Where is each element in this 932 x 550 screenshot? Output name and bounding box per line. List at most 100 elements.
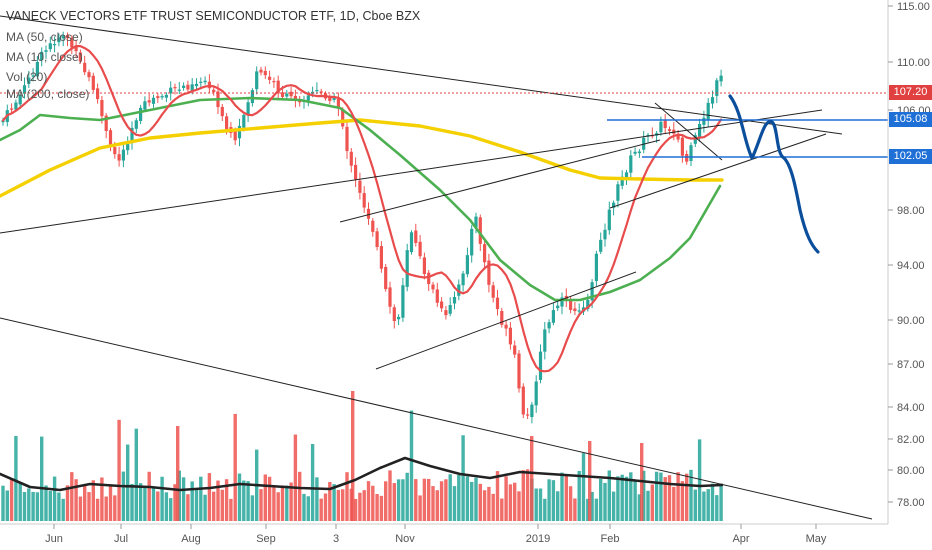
candle-body [27,77,31,84]
candle-body [500,310,504,325]
volume-bar [366,481,371,521]
time-axis[interactable]: Jun Jul Aug Sep 3 Nov 2019 Feb Apr May [45,524,827,545]
volume-bar [143,487,147,521]
volume-bar [689,469,693,521]
time-tick-label: May [806,533,827,545]
legend-ma50[interactable]: MA (50, close) [6,30,83,44]
volume-bar [289,482,293,521]
time-tick-label: Aug [181,533,201,545]
candle-body [61,35,65,39]
volume-bar [203,494,207,521]
legend-ma200[interactable]: MA (200, close) [6,87,90,101]
candle-body [603,229,607,240]
volume-bar [551,480,556,521]
volume-bar [650,484,654,521]
price-tick-label: 110.00 [897,57,930,69]
volume-bar [654,471,659,521]
candle-body [569,299,573,310]
candle-body [48,43,52,50]
candle-body [397,316,401,320]
volume-bar [547,479,551,521]
volume-bar [474,477,478,521]
moving-average-lines [0,44,724,492]
candle-body [586,299,590,310]
volume-bar [164,492,169,521]
candle-body [543,329,547,352]
candle-body [573,308,577,312]
level-tag-105: 105.08 [889,112,932,127]
price-tick-label: 115.00 [897,1,930,13]
candle-body [108,130,113,146]
candle-body [268,76,272,80]
volume-bar [672,486,676,521]
volume-bar [280,485,285,521]
candle-body [577,310,581,312]
ma50-line [0,96,722,302]
volume-bar [272,486,276,521]
volume-bar [611,491,616,521]
candle-body [40,51,44,61]
volume-bar [362,490,366,521]
candle-body [349,151,353,166]
candle-body [117,154,121,161]
candle-body [255,71,259,90]
candle-body [526,414,530,416]
time-tick-label: 3 [333,533,339,545]
volume-bar [384,481,388,521]
trendline-lower-channel [0,317,873,520]
legend-volume[interactable]: Vol (20) [6,70,48,84]
volume-bar [607,470,611,521]
legend-ma10[interactable]: MA (10, close) [6,50,83,64]
volume-bar [568,486,573,521]
volume-bar [345,472,349,521]
price-axis[interactable]: 115.00110.00106.0098.0094.0090.0087.0084… [888,1,931,509]
candle-body [685,153,689,162]
candle-body [698,123,702,137]
candle-body [78,52,82,62]
chart-title: VANECK VECTORS ETF TRUST SEMICONDUCTOR E… [6,9,421,23]
candle-body [190,84,194,91]
candle-body [508,327,512,345]
volume-bar [624,476,629,521]
volume-bar [267,476,272,521]
candle-body [547,322,551,329]
volume-bar [513,482,517,521]
volume-bar [224,479,229,521]
volume-bar [482,490,487,521]
time-tick-label: Jul [114,533,128,545]
volume-bar [87,492,91,521]
volume-bar [431,486,435,521]
candle-body [616,184,620,201]
candle-body [126,143,130,151]
candle-body [319,91,323,93]
volume-bar [525,469,530,521]
candle-body [366,208,371,219]
candle-body [280,92,285,97]
candle-body [710,97,715,104]
volume-bar [560,472,564,521]
candle-body [702,117,706,125]
projection-path [728,94,820,254]
candle-body [341,109,345,127]
volume-bar [14,435,18,521]
volume-bar [719,483,723,521]
volume-bar [706,489,710,521]
candle-body [220,106,224,117]
candle-body [633,151,637,154]
candle-body [405,250,409,287]
candle-body [169,87,173,94]
volume-bar [285,485,289,521]
volume-bar [31,491,35,521]
candle-body [96,88,100,100]
volume-bar [194,488,199,521]
level-tag-102: 102.05 [889,149,932,164]
price-tick-label: 82.00 [897,434,925,446]
candle-body [590,282,594,301]
volume-bar [642,470,646,521]
candle-body [147,100,151,103]
candle-body [556,305,560,309]
candle-body [104,115,108,131]
candle-body [345,126,349,152]
volume-bar [697,439,702,521]
